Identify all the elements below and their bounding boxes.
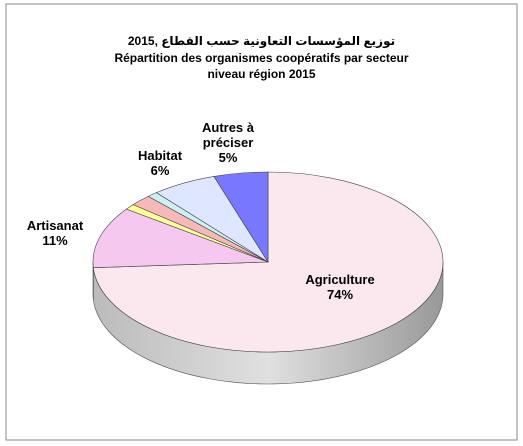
- slice: [92, 208, 269, 268]
- category-label: Artisanat: [26, 218, 84, 233]
- chart-subtitle: niveau région 2015: [207, 67, 316, 81]
- pie: [92, 171, 444, 385]
- data-label: Autres à préciser 5%: [188, 120, 268, 165]
- value-label: 6%: [150, 163, 170, 178]
- data-label: Artisanat 11%: [10, 218, 100, 248]
- chart-title: توزيع المؤسسات التعاونية حسب القطاع ,201…: [127, 34, 396, 48]
- value-label: 74%: [326, 287, 354, 302]
- data-label: Agriculture 74%: [290, 272, 390, 302]
- category-label: Agriculture: [305, 272, 375, 287]
- data-label: Habitat 6%: [128, 148, 192, 178]
- slice: [213, 171, 269, 264]
- value-label: 5%: [218, 150, 238, 165]
- category-label: Habitat: [137, 148, 183, 163]
- category-label: Autres à préciser: [201, 120, 255, 150]
- value-label: 11%: [42, 233, 68, 248]
- chart-subtitle: Répartition des organismes coopératifs p…: [114, 51, 409, 65]
